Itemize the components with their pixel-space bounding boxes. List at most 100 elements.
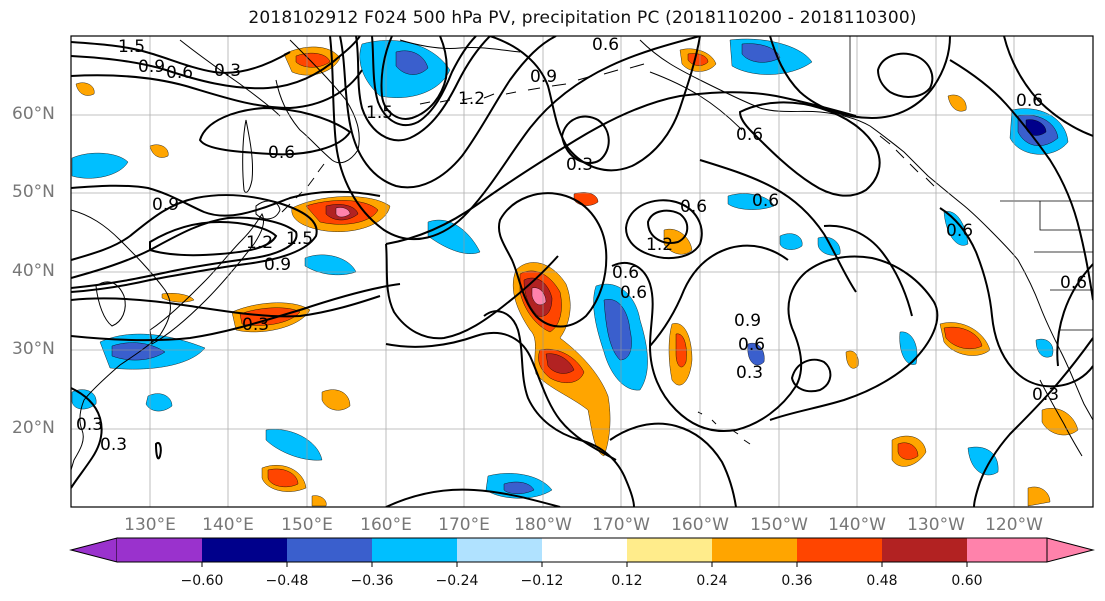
lon-label: 170°E (438, 515, 490, 535)
lon-label: 180°W (514, 515, 572, 535)
contour-label: 0.9 (530, 67, 557, 87)
precip-positive-area (1041, 408, 1079, 436)
colorbar-swatch (712, 538, 797, 562)
colorbar-swatch (542, 538, 627, 562)
precip-positive-area (1027, 486, 1051, 507)
kamchatka-coastline (275, 39, 360, 164)
colorbar-tick-label: −0.36 (350, 573, 394, 589)
colorbar-min-extend (69, 537, 118, 563)
colorbar-tick-label: −0.24 (435, 573, 479, 589)
lat-label: 20°N (12, 418, 55, 438)
contour-label: 0.6 (752, 191, 779, 211)
map-frame (70, 35, 1094, 508)
lon-label: 120°W (985, 515, 1043, 535)
contour-label: 0.3 (242, 315, 269, 335)
contour-label: 0.6 (1060, 273, 1087, 293)
pv-contour (649, 244, 789, 347)
contour-label: 0.3 (214, 61, 241, 81)
colorbar-tick-label: −0.48 (265, 573, 309, 589)
precip-positive-area (335, 207, 351, 218)
colorbar-swatch (967, 538, 1047, 562)
pv-contour (769, 36, 951, 120)
precip-positive-area (321, 389, 351, 411)
contour-label: 0.9 (138, 57, 165, 77)
pv-contour (339, 36, 557, 189)
precip-negative-area (427, 220, 481, 254)
pv-contour (154, 442, 162, 460)
precip-negative-area (747, 342, 765, 366)
colorbar-ticks (201, 562, 968, 567)
precip-positive-area (845, 350, 859, 369)
contour-label: 0.3 (566, 155, 593, 175)
colorbar-swatch (117, 538, 202, 562)
contour-label: 1.2 (458, 89, 485, 109)
pv-contour (385, 331, 617, 461)
precip-negative-area (967, 446, 999, 476)
contour-label: 1.5 (286, 229, 313, 249)
contour-label: 0.6 (268, 143, 295, 163)
contour-label: 1.2 (246, 233, 273, 253)
contour-label: 1.5 (366, 103, 393, 123)
pv-contour (71, 41, 291, 74)
colorbar-tick-label: 0.36 (781, 573, 813, 589)
contour-label: 0.6 (736, 125, 763, 145)
colorbar-swatch (627, 538, 712, 562)
precip-positive-area (75, 82, 95, 96)
precip-positive-area (267, 468, 299, 488)
lon-label: 140°E (202, 515, 254, 535)
contour-label: 0.6 (946, 221, 973, 241)
pv-contour (699, 159, 857, 293)
colorbar-swatch (202, 538, 287, 562)
contour-label: 0.6 (680, 197, 707, 217)
map-title: 2018102912 F024 500 hPa PV, precipitatio… (248, 8, 917, 28)
precip-negative-area (817, 236, 841, 256)
precip-positive-area (311, 495, 327, 507)
colorbar-max-extend (1046, 537, 1095, 563)
colorbar-tick-label: 0.60 (951, 573, 983, 589)
hawaii-islands (697, 411, 751, 445)
contour-label: 1.5 (118, 37, 145, 57)
pv-contour (790, 358, 832, 393)
pv-contour (71, 387, 103, 489)
contour-label: 0.9 (152, 195, 179, 215)
pv-contour (973, 337, 1093, 507)
pv-contour (498, 192, 608, 328)
colorbar-swatch (797, 538, 882, 562)
bering-coastline (399, 39, 521, 53)
aleutian-islands (419, 63, 645, 105)
contour-label: 1.2 (646, 235, 673, 255)
precip-positive-area (149, 144, 169, 158)
contour-label: 0.3 (100, 435, 127, 455)
colorbar-tick-label: −0.60 (180, 573, 224, 589)
colorbar-swatch (882, 538, 967, 562)
lon-label: 140°W (828, 515, 886, 535)
pv-contour (385, 91, 857, 245)
pv-contour (71, 194, 318, 293)
pv-contour (949, 59, 1093, 301)
pv-contour (149, 220, 278, 257)
lat-label: 50°N (12, 182, 55, 202)
precip-positive-area (947, 94, 967, 112)
precip-negative-area (111, 342, 166, 361)
precip-negative-area (395, 50, 429, 75)
pv-contour (385, 488, 561, 507)
pv-contour (939, 207, 1093, 388)
pv-contour (71, 69, 363, 110)
contour-label: 0.9 (264, 255, 291, 275)
pv-contour (560, 115, 610, 164)
pv-contour (1003, 36, 1093, 137)
precip-negative-area (741, 43, 781, 63)
precip-positive-area (545, 353, 575, 374)
colorbar (69, 537, 1095, 567)
baja-coastline (1039, 379, 1083, 457)
panhandle-islands (879, 135, 935, 187)
pv-contour (1056, 263, 1093, 367)
colorbar-swatch (287, 538, 372, 562)
precip-positive-area (897, 442, 919, 460)
lon-label: 130°E (124, 515, 176, 535)
contour-label: 0.3 (1032, 385, 1059, 405)
contour-label: 0.6 (738, 335, 765, 355)
pv-contour (355, 36, 491, 142)
colorbar-outline (117, 537, 1047, 563)
precip-negative-area (727, 193, 775, 210)
